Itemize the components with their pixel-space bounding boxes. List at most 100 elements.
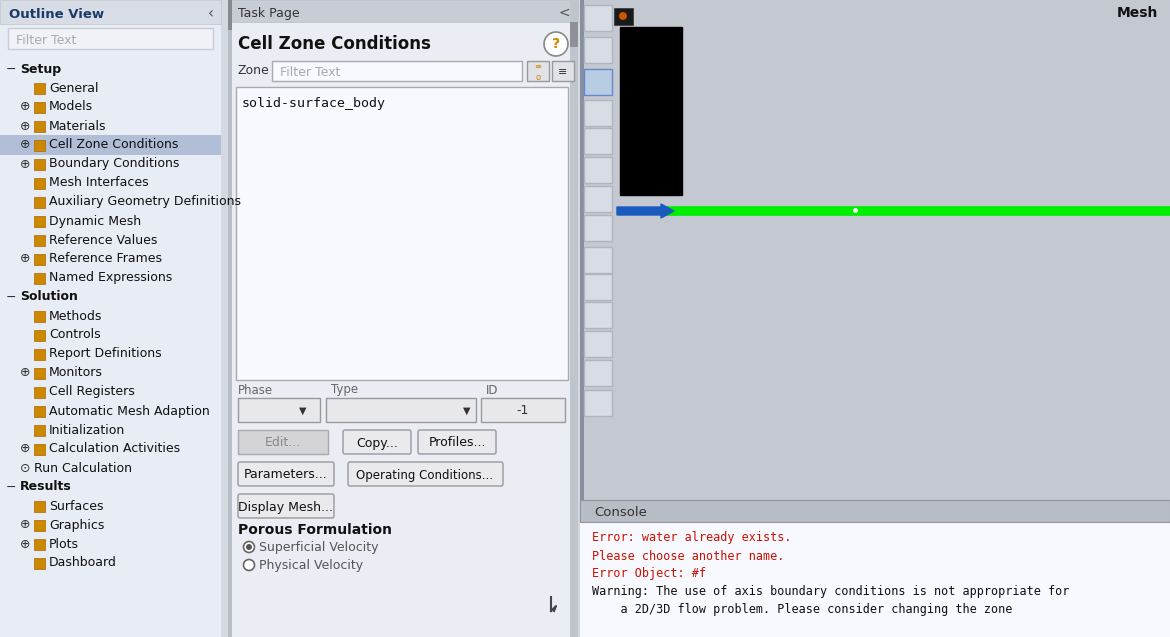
Bar [34,330,44,341]
Bar [584,186,612,212]
Bar [620,27,682,195]
Bar [326,398,476,422]
Bar [584,302,612,328]
Bar [34,197,44,208]
Bar [8,28,213,49]
Circle shape [243,541,255,552]
Bar [580,500,1170,522]
Text: Mesh: Mesh [1116,6,1158,20]
Circle shape [544,32,567,56]
Bar [34,539,44,550]
Bar [584,69,612,95]
Bar [34,311,44,322]
Bar [614,8,633,25]
Text: solid-surface_body: solid-surface_body [242,97,386,110]
Text: ⊕: ⊕ [20,138,30,152]
Bar [34,444,44,455]
Text: Console: Console [594,506,647,519]
Text: Edit...: Edit... [264,436,301,450]
Text: ≡
o: ≡ o [535,62,542,82]
Text: Phase: Phase [238,383,273,396]
Text: Parameters...: Parameters... [245,468,328,482]
Text: General: General [49,82,98,94]
Text: Calculation Activities: Calculation Activities [49,443,180,455]
Text: −: − [6,290,16,303]
Bar [570,22,578,47]
Bar [34,235,44,246]
Text: Task Page: Task Page [238,6,300,20]
Bar [228,0,232,30]
Text: Mesh Interfaces: Mesh Interfaces [49,176,149,189]
Bar [552,61,574,81]
Text: Controls: Controls [49,329,101,341]
Text: Boundary Conditions: Boundary Conditions [49,157,179,171]
Text: Dynamic Mesh: Dynamic Mesh [49,215,142,227]
Bar [584,360,612,386]
Bar [34,254,44,265]
Bar [34,406,44,417]
Text: ⊕: ⊕ [20,252,30,266]
Bar [34,140,44,151]
Text: Auxiliary Geometry Definitions: Auxiliary Geometry Definitions [49,196,241,208]
Text: Initialization: Initialization [49,424,125,436]
Text: ⊕: ⊕ [20,157,30,171]
Bar [228,0,232,637]
Text: Reference Frames: Reference Frames [49,252,161,266]
Bar [580,500,1170,637]
Text: Methods: Methods [49,310,103,322]
Text: Cell Zone Conditions: Cell Zone Conditions [49,138,178,152]
Bar [34,501,44,512]
Text: Reference Values: Reference Values [49,234,158,247]
Text: Report Definitions: Report Definitions [49,348,161,361]
Bar [580,0,584,637]
Bar [584,157,612,183]
Bar [236,87,567,380]
Text: Type: Type [331,383,358,396]
FancyBboxPatch shape [238,462,333,486]
Bar [34,273,44,284]
Bar [584,37,612,63]
Text: ⊕: ⊕ [20,366,30,380]
Text: Superficial Velocity: Superficial Velocity [259,541,379,554]
Text: Automatic Mesh Adaption: Automatic Mesh Adaption [49,404,209,417]
Text: Monitors: Monitors [49,366,103,380]
Bar [584,100,612,126]
Bar [238,398,321,422]
Text: Physical Velocity: Physical Velocity [259,559,363,571]
Text: −: − [6,480,16,494]
Text: Results: Results [20,480,71,494]
FancyBboxPatch shape [347,462,503,486]
Text: Filter Text: Filter Text [16,34,76,47]
Bar [228,0,578,22]
Circle shape [246,544,252,550]
Bar [271,61,522,81]
Text: Please choose another name.: Please choose another name. [592,550,784,562]
Text: ▼: ▼ [463,406,470,416]
Text: a 2D/3D flow problem. Please consider changing the zone: a 2D/3D flow problem. Please consider ch… [592,603,1012,617]
Bar [584,247,612,273]
Bar [584,331,612,357]
Bar [570,0,578,637]
Text: ⊕: ⊕ [20,101,30,113]
Bar [228,0,578,637]
Bar [34,216,44,227]
Text: Setup: Setup [20,62,61,76]
Text: Copy...: Copy... [356,436,398,450]
Text: Named Expressions: Named Expressions [49,271,172,285]
Text: <: < [558,6,570,20]
Bar [0,0,221,637]
Text: Display Mesh...: Display Mesh... [239,501,333,513]
Bar [34,102,44,113]
Text: Cell Zone Conditions: Cell Zone Conditions [238,35,431,53]
Text: Graphics: Graphics [49,519,104,531]
Circle shape [619,12,627,20]
Text: Materials: Materials [49,120,106,132]
Text: ⊕: ⊕ [20,120,30,132]
Text: Porous Formulation: Porous Formulation [238,523,392,537]
Text: ⊕: ⊕ [20,538,30,550]
Text: Plots: Plots [49,538,80,550]
Text: Dashboard: Dashboard [49,557,117,569]
Bar [481,398,565,422]
Text: Error Object: #f: Error Object: #f [592,568,706,580]
Bar [584,5,612,31]
